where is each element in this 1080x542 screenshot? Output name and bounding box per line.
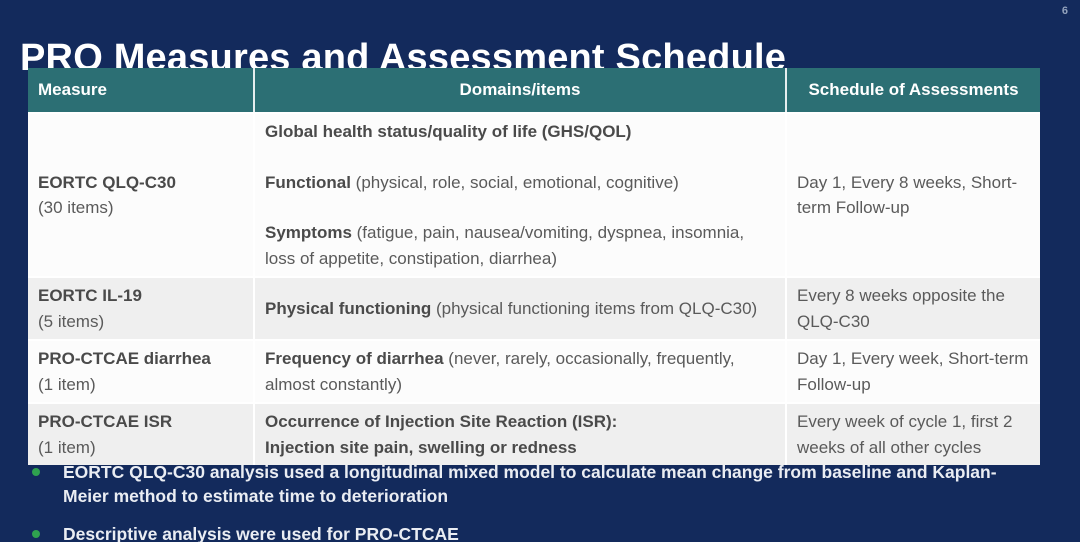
page-number: 6 (1061, 5, 1068, 17)
bullet-dot-icon (32, 530, 40, 539)
schedule-cell: Every 8 weeks opposite the QLQ-C30 (785, 278, 1040, 339)
measure-name: EORTC QLQ-C30 (38, 172, 176, 192)
domain-detail-text: (physical functioning items from QLQ-C30… (431, 298, 758, 318)
bullet-dot-icon (32, 468, 40, 476)
schedule-text: Day 1, Every week, Short-term Follow-up (797, 349, 1029, 394)
domains-cell: Occurrence of Injection Site Reaction (I… (253, 404, 785, 465)
measure-cell: EORTC IL-19 (5 items) (28, 278, 253, 339)
domain-item: Occurrence of Injection Site Reaction (I… (265, 409, 775, 435)
table-row: PRO-CTCAE ISR (1 item) Occurrence of Inj… (28, 402, 1040, 465)
assessment-table: Measure Domains/items Schedule of Assess… (28, 68, 1040, 465)
domain-item: Frequency of diarrhea (never, rarely, oc… (265, 346, 775, 397)
column-header-schedule: Schedule of Assessments (785, 68, 1040, 112)
schedule-cell: Every week of cycle 1, first 2 weeks of … (785, 404, 1040, 465)
domain-item: Symptoms (fatigue, pain, nausea/vomiting… (265, 220, 775, 271)
column-header-domains: Domains/items (253, 68, 785, 112)
table-row: EORTC IL-19 (5 items) Physical functioni… (28, 276, 1040, 339)
measure-cell: PRO-CTCAE diarrhea (1 item) (28, 341, 253, 402)
domain-bold-text: Physical functioning (265, 298, 432, 318)
column-header-measure: Measure (38, 80, 107, 99)
schedule-cell: Day 1, Every 8 weeks, Short-term Follow-… (785, 114, 1040, 276)
footnote-bullets: EORTC QLQ-C30 analysis used a longitudin… (32, 461, 1042, 542)
domain-item: Functional (physical, role, social, emot… (265, 170, 775, 196)
table-row: EORTC QLQ-C30 (30 items) Global health s… (28, 112, 1040, 276)
table-header-row: Measure Domains/items Schedule of Assess… (28, 68, 1040, 112)
measure-name: PRO-CTCAE diarrhea (38, 349, 211, 368)
domain-detail-text: (physical, role, social, emotional, cogn… (350, 172, 679, 192)
domain-bold-text: Occurrence of Injection Site Reaction (I… (265, 412, 618, 431)
measure-name: PRO-CTCAE ISR (38, 412, 173, 431)
domain-bold-text: Functional (265, 172, 351, 192)
measure-name: EORTC IL-19 (38, 286, 142, 305)
measure-item-count: (5 items) (38, 311, 105, 331)
schedule-text: Day 1, Every 8 weeks, Short-term Follow-… (797, 172, 1018, 218)
bullet-item: Descriptive analysis were used for PRO-C… (32, 523, 1042, 542)
schedule-cell: Day 1, Every week, Short-term Follow-up (785, 341, 1040, 402)
measure-item-count: (1 item) (38, 374, 96, 394)
domain-detail-text: (fatigue, pain, nausea/vomiting, dyspnea… (265, 223, 745, 268)
measure-item-count: (1 item) (38, 437, 96, 457)
bullet-text: EORTC QLQ-C30 analysis used a longitudin… (63, 462, 997, 506)
domains-cell: Physical functioning (physical functioni… (253, 278, 785, 339)
domain-bold-text: Frequency of diarrhea (265, 349, 444, 368)
measure-item-count: (30 items) (38, 198, 114, 217)
domain-item: Injection site pain, swelling or redness (265, 435, 775, 461)
domain-bold-text: Symptoms (265, 223, 352, 242)
domain-bold-text: Global health status/quality of life (GH… (265, 122, 632, 141)
measure-cell: PRO-CTCAE ISR (1 item) (28, 404, 253, 465)
measure-cell: EORTC QLQ-C30 (30 items) (28, 114, 253, 276)
bullet-item: EORTC QLQ-C30 analysis used a longitudin… (32, 461, 1042, 508)
schedule-text: Every week of cycle 1, first 2 weeks of … (797, 412, 1013, 457)
domain-bold-text: Injection site pain, swelling or redness (265, 437, 577, 457)
schedule-text: Every 8 weeks opposite the QLQ-C30 (797, 286, 1005, 331)
domain-item: Global health status/quality of life (GH… (265, 119, 775, 145)
domains-cell: Frequency of diarrhea (never, rarely, oc… (253, 341, 785, 402)
domain-item: Physical functioning (physical functioni… (265, 296, 775, 322)
domain-detail-text: (never, rarely, occasionally, frequently… (265, 349, 735, 394)
bullet-text: Descriptive analysis were used for PRO-C… (63, 524, 459, 542)
domains-cell: Global health status/quality of life (GH… (253, 114, 785, 276)
table-row: PRO-CTCAE diarrhea (1 item) Frequency of… (28, 339, 1040, 402)
